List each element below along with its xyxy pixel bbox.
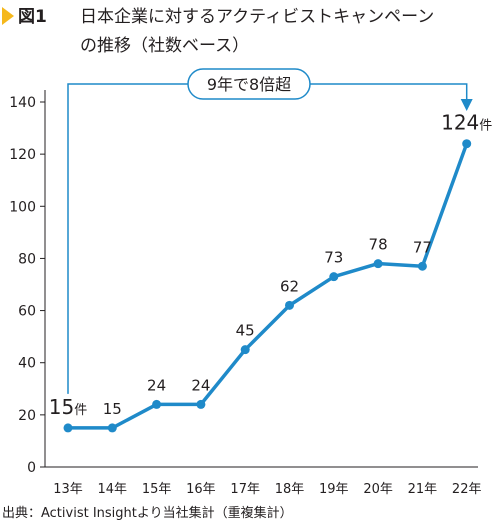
x-tick-label: 22年	[452, 482, 482, 497]
y-tick-label: 80	[18, 251, 36, 267]
series-line-group	[63, 139, 472, 433]
callout-box	[187, 68, 311, 100]
x-tick-label: 19年	[319, 482, 349, 497]
y-tick-label: 0	[27, 460, 36, 476]
callout-arrow-icon	[460, 99, 473, 111]
data-point	[196, 399, 206, 409]
data-point	[417, 261, 427, 271]
y-tick-label: 120	[9, 147, 36, 163]
data-point	[107, 423, 117, 433]
y-tick-label: 60	[18, 304, 36, 320]
data-point	[240, 345, 250, 355]
series-line	[68, 143, 469, 430]
chart-title-line2: の推移（社数ベース）	[80, 36, 250, 56]
data-point	[152, 399, 162, 409]
x-tick-label: 15年	[142, 482, 172, 497]
callout-text: 9年で8倍超	[207, 75, 291, 94]
x-tick-label: 18年	[275, 482, 305, 497]
data-label: 15	[103, 400, 122, 418]
growth-callout: 9年で8倍超	[67, 68, 473, 394]
data-point	[373, 259, 383, 269]
data-label-group: 15件 15 24 24 45 62 73 78 77 124件	[49, 111, 493, 419]
callout-bracket-line	[67, 83, 468, 394]
y-tick-label: 40	[18, 356, 36, 372]
x-tick-label: 17年	[230, 482, 260, 497]
x-tick-label: 16年	[186, 482, 216, 497]
data-label: 77	[413, 238, 432, 256]
data-label: 45	[236, 322, 255, 340]
x-tick-label: 21年	[408, 482, 438, 497]
data-label: 24	[147, 376, 166, 394]
source-note: 出典：Activist Insightより当社集計（重複集計）	[2, 506, 293, 521]
data-label: 15件	[49, 395, 87, 419]
x-tick-label: 20年	[363, 482, 393, 497]
chart-title-line1: 日本企業に対するアクティビストキャンペーン	[80, 7, 435, 27]
triangle-marker-icon	[2, 7, 14, 25]
y-tick-label: 140	[9, 95, 36, 111]
data-label: 24	[191, 376, 210, 394]
data-point	[285, 300, 294, 310]
figure-title-block: 図1 日本企業に対するアクティビストキャンペーン の推移（社数ベース）	[0, 0, 500, 62]
chart-axes: 0 20 40 60 80 100 120 140 13年 14年 15年 16年 17年 18年 19年 2…	[9, 90, 481, 497]
y-tick-label: 100	[9, 199, 36, 215]
figure-label: 図1	[18, 7, 47, 27]
data-label: 62	[280, 277, 299, 295]
data-point	[462, 139, 472, 149]
x-tick-label: 14年	[98, 482, 128, 497]
data-label: 78	[369, 236, 388, 254]
data-point	[329, 272, 339, 282]
y-tick-label: 20	[18, 408, 36, 424]
data-label: 124件	[441, 111, 492, 135]
data-label: 73	[324, 249, 343, 267]
x-tick-label: 13年	[53, 482, 83, 497]
data-point	[63, 423, 73, 433]
